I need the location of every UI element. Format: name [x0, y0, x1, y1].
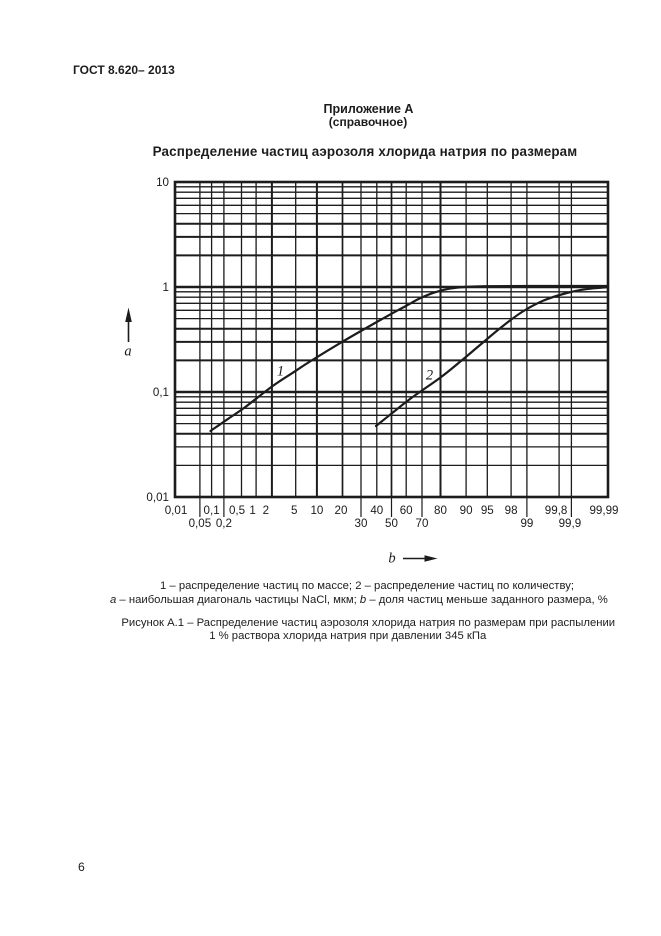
svg-text:40: 40 — [370, 504, 383, 517]
svg-text:80: 80 — [434, 504, 447, 517]
svg-text:99: 99 — [520, 517, 533, 530]
svg-text:30: 30 — [355, 517, 368, 530]
svg-text:20: 20 — [335, 504, 348, 517]
svg-text:2: 2 — [263, 504, 269, 517]
svg-text:0,1: 0,1 — [204, 504, 220, 517]
svg-text:0,2: 0,2 — [216, 517, 232, 530]
svg-text:5: 5 — [291, 504, 297, 517]
svg-text:99,99: 99,99 — [589, 504, 618, 517]
svg-text:1: 1 — [249, 504, 255, 517]
svg-text:95: 95 — [481, 504, 494, 517]
svg-text:98: 98 — [505, 504, 518, 517]
svg-text:0,1: 0,1 — [153, 386, 169, 399]
svg-text:70: 70 — [416, 517, 429, 530]
svg-text:1: 1 — [277, 364, 284, 380]
svg-text:99,9: 99,9 — [559, 517, 582, 530]
svg-text:0,05: 0,05 — [189, 517, 212, 530]
svg-text:60: 60 — [400, 504, 413, 517]
svg-text:0,5: 0,5 — [229, 504, 245, 517]
svg-text:50: 50 — [385, 517, 398, 530]
svg-text:10: 10 — [310, 504, 323, 517]
svg-text:0,01: 0,01 — [165, 504, 188, 517]
svg-text:99,8: 99,8 — [545, 504, 568, 517]
svg-text:10: 10 — [156, 176, 169, 189]
svg-text:0,01: 0,01 — [146, 491, 169, 504]
svg-text:90: 90 — [460, 504, 473, 517]
svg-text:b: b — [388, 551, 395, 567]
svg-text:a: a — [124, 344, 131, 360]
svg-text:1: 1 — [163, 281, 169, 294]
svg-text:2: 2 — [426, 367, 433, 383]
